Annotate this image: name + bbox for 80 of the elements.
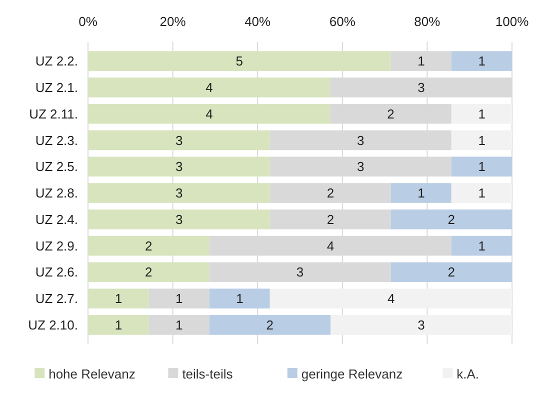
x-tick-label: 20% — [160, 14, 186, 29]
annotation: 1 — [176, 317, 183, 332]
annotation: 2 — [326, 212, 334, 227]
annotation: 3 — [418, 80, 425, 95]
annotation: 4 — [326, 238, 334, 254]
bar — [88, 156, 270, 177]
annotation: 1 — [478, 54, 486, 69]
annotation: 3 — [357, 132, 364, 148]
bar — [209, 315, 331, 335]
annotation: 1 — [418, 54, 425, 69]
legend-label: hohe Relevanz — [48, 366, 136, 382]
annotation: 2 — [145, 264, 152, 280]
x-tick-label: 100% — [495, 14, 530, 29]
y-tick-label: UZ 2.8. — [35, 186, 78, 201]
bar — [451, 183, 512, 203]
annotation: 3 — [357, 159, 364, 174]
annotation: 4 — [388, 291, 395, 306]
bar — [451, 51, 512, 71]
annotation: 2 — [145, 238, 152, 254]
bar — [390, 262, 512, 282]
y-tick-label: UZ 2.5. — [35, 159, 78, 174]
annotation: 1 — [478, 132, 486, 148]
bar — [88, 236, 210, 256]
annotation: 1 — [478, 186, 486, 201]
x-tick-label: 60% — [329, 14, 356, 29]
annotation: 1 — [236, 291, 244, 306]
bar — [451, 236, 512, 256]
bar — [330, 315, 512, 335]
annotation: 3 — [296, 264, 304, 280]
x-tick-label: 80% — [414, 14, 441, 29]
legend-label: geringe Relevanz — [301, 366, 403, 382]
annotation: 1 — [478, 238, 486, 254]
bar — [88, 262, 210, 282]
y-tick-label: UZ 2.4. — [35, 212, 78, 227]
bar — [390, 209, 512, 230]
annotation: 1 — [114, 317, 122, 332]
bar — [88, 78, 330, 98]
annotation: 3 — [176, 132, 183, 148]
bar — [390, 183, 452, 203]
annotation: 3 — [418, 317, 425, 332]
y-tick-label: UZ 2.9. — [35, 238, 78, 254]
bar — [88, 51, 391, 71]
annotation: 1 — [478, 159, 486, 174]
annotation: 2 — [448, 264, 455, 280]
annotation: 1 — [478, 106, 486, 122]
annotation: 2 — [326, 186, 334, 201]
y-tick-label: UZ 2.1. — [35, 80, 78, 95]
legend-label: k.A. — [456, 366, 480, 382]
annotation: 3 — [176, 186, 183, 201]
annotation: 4 — [206, 106, 213, 122]
y-tick-label: UZ 2.10. — [28, 317, 78, 332]
x-tick-label: 40% — [244, 14, 272, 29]
bar — [209, 288, 270, 308]
annotation: 1 — [114, 291, 122, 306]
bar — [270, 288, 512, 308]
bar — [88, 288, 149, 308]
y-tick-label: UZ 2.11. — [29, 106, 78, 122]
y-tick-label: UZ 2.2. — [35, 54, 78, 69]
annotation: 2 — [387, 106, 394, 122]
legend-label: teils-teils — [182, 366, 234, 382]
annotation: 2 — [448, 212, 455, 227]
annotation: 1 — [418, 186, 425, 201]
y-tick-label: UZ 2.3. — [35, 132, 78, 148]
bar — [451, 156, 512, 177]
y-tick-label: UZ 2.7. — [35, 291, 78, 306]
annotation: 5 — [236, 54, 243, 69]
bar — [451, 104, 512, 124]
annotation: 1 — [176, 291, 183, 306]
bar — [88, 315, 149, 335]
y-tick-label: UZ 2.6. — [35, 264, 78, 280]
annotation: 3 — [176, 212, 183, 227]
annotation: 3 — [176, 159, 183, 174]
bar — [88, 130, 270, 150]
bar — [88, 183, 270, 203]
annotation: 4 — [206, 80, 213, 95]
bar — [88, 209, 270, 230]
bar — [88, 104, 330, 124]
x-tick-label: 0% — [78, 14, 98, 29]
bar — [451, 130, 512, 150]
annotation: 2 — [266, 317, 274, 332]
